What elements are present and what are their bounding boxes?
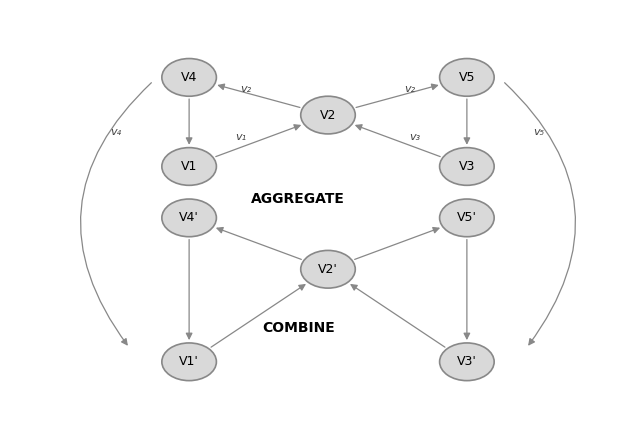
FancyArrowPatch shape: [81, 83, 152, 345]
Text: v₅: v₅: [533, 127, 545, 137]
Text: V4: V4: [181, 71, 197, 84]
Circle shape: [162, 59, 216, 96]
Text: V5: V5: [459, 71, 475, 84]
Text: v₂: v₂: [241, 85, 252, 94]
Text: V1: V1: [181, 160, 197, 173]
Circle shape: [162, 343, 216, 380]
Circle shape: [440, 199, 494, 237]
Text: V3': V3': [457, 355, 477, 368]
Text: v₃: v₃: [409, 132, 420, 142]
Text: V1': V1': [179, 355, 199, 368]
Text: V2': V2': [318, 263, 338, 276]
Circle shape: [301, 96, 355, 134]
Text: v₂: v₂: [404, 85, 415, 94]
Text: V5': V5': [457, 211, 477, 224]
Circle shape: [440, 343, 494, 380]
Text: v₁: v₁: [236, 132, 247, 142]
Text: COMBINE: COMBINE: [262, 320, 335, 335]
Text: v₄: v₄: [110, 127, 121, 137]
Circle shape: [162, 148, 216, 185]
Text: AGGREGATE: AGGREGATE: [252, 192, 345, 206]
FancyArrowPatch shape: [504, 83, 575, 345]
Circle shape: [440, 59, 494, 96]
Text: V3: V3: [459, 160, 475, 173]
Text: V4': V4': [179, 211, 199, 224]
Text: V2: V2: [320, 109, 336, 121]
Circle shape: [440, 148, 494, 185]
Circle shape: [301, 251, 355, 288]
Circle shape: [162, 199, 216, 237]
